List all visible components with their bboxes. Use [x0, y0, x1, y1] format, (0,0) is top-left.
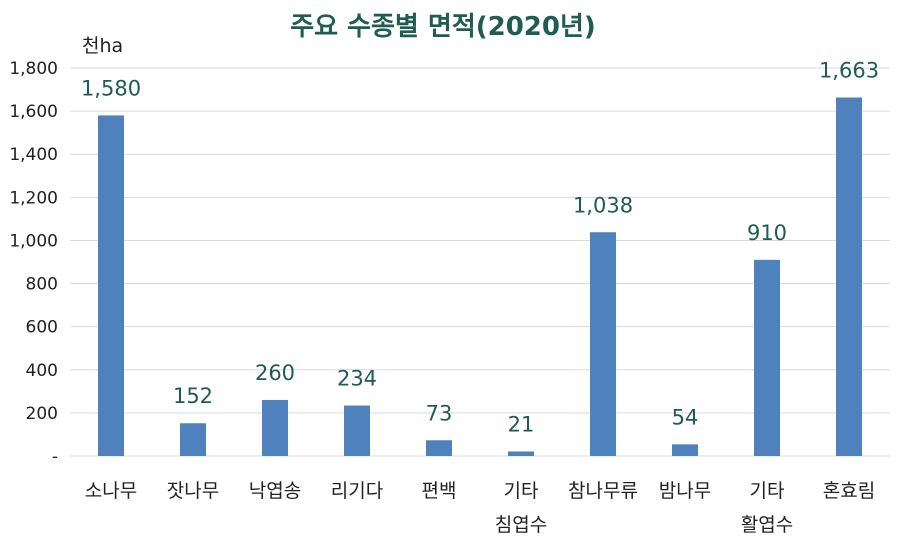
- y-tick-label: 1,800: [9, 59, 58, 79]
- x-tick-label: 잣나무: [167, 480, 219, 502]
- bar: [754, 259, 780, 456]
- x-tick-label: 활엽수: [741, 514, 793, 536]
- y-tick-label: 1,400: [9, 145, 58, 165]
- data-label: 260: [255, 361, 295, 385]
- data-label: 21: [508, 412, 535, 436]
- y-tick-label: 1,200: [9, 188, 58, 208]
- x-tick-label: 리기다: [331, 480, 383, 502]
- y-tick-label: 400: [26, 361, 58, 381]
- y-tick-label: 800: [26, 275, 58, 295]
- bar: [426, 440, 452, 456]
- bars: [98, 97, 862, 456]
- data-label: 1,580: [81, 76, 141, 100]
- bar: [590, 232, 616, 456]
- x-tick-label: 혼효림: [823, 480, 875, 502]
- data-label: 152: [173, 384, 213, 408]
- bar: [672, 444, 698, 456]
- y-tick-label: 1,000: [9, 231, 58, 251]
- y-axis-tick-labels: - 200 400 600 800 1,000 1,200 1,400 1,600 1,800: [9, 59, 58, 467]
- gridlines: [70, 67, 890, 457]
- chart-title: 주요 수종별 면적(2020년): [290, 12, 596, 42]
- x-tick-label: 기타: [750, 480, 785, 502]
- data-label: 234: [337, 367, 377, 391]
- y-tick-label: -: [52, 447, 58, 467]
- data-label: 910: [747, 221, 787, 245]
- bar: [262, 399, 288, 456]
- data-label: 1,038: [573, 193, 633, 217]
- x-tick-label: 밤나무: [659, 480, 711, 502]
- y-tick-label: 200: [26, 404, 58, 424]
- bar: [98, 115, 124, 456]
- data-label: 1,663: [819, 59, 879, 83]
- x-tick-label: 침엽수: [495, 514, 547, 536]
- data-labels: 1,580 152 260 234 73 21 1,038 54 910 1,663: [81, 59, 879, 437]
- bar: [836, 97, 862, 456]
- x-tick-label: 낙엽송: [249, 480, 301, 502]
- bar: [508, 451, 534, 456]
- data-label: 54: [672, 405, 699, 429]
- y-axis-unit-label: 천ha: [82, 35, 123, 57]
- x-tick-label: 참나무류: [568, 480, 638, 502]
- bar: [180, 423, 206, 456]
- x-tick-label: 기타: [504, 480, 539, 502]
- x-tick-label: 소나무: [85, 480, 137, 502]
- bar: [344, 405, 370, 456]
- data-label: 73: [426, 401, 453, 425]
- y-tick-label: 600: [26, 318, 58, 338]
- y-tick-label: 1,600: [9, 102, 58, 122]
- x-tick-label: 편백: [422, 480, 457, 502]
